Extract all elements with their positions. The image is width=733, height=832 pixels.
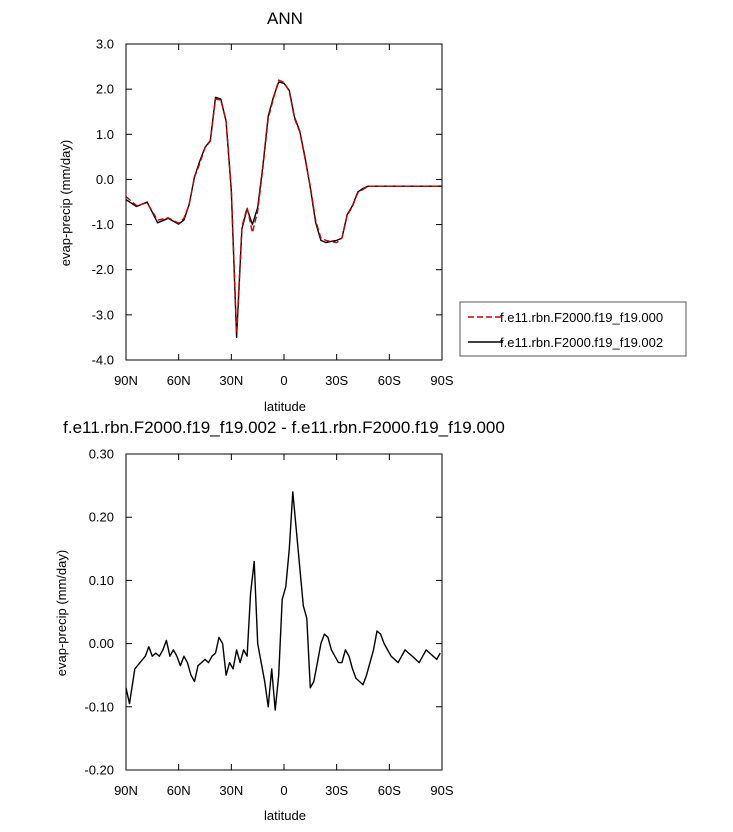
legend-label-002: f.e11.rbn.F2000.f19_f19.002 [500,335,663,350]
chart-annual-mean-title: ANN [267,9,303,28]
chart-difference-xtick-label: 60N [167,783,191,798]
chart-annual-mean-ytick-label: -3.0 [92,307,114,322]
chart-difference-xtick-label: 90S [430,783,453,798]
chart-annual-mean-xtick-label: 90N [114,373,138,388]
chart-annual-mean-xtick-label: 60N [167,373,191,388]
chart-difference-ytick-label: 0.00 [89,636,114,651]
chart-annual-mean-ytick-label: 2.0 [96,82,114,97]
chart-difference-plot-frame [125,453,443,771]
chart-annual-mean-series [125,79,442,339]
chart-annual-mean-ytick-label: 0.0 [96,172,114,187]
chart-annual-mean-ytick-label: -1.0 [92,217,114,232]
chart-difference-ylabel: evap-precip (mm/day) [54,550,69,676]
chart-difference-series-line-0 [125,491,441,711]
chart-annual-mean-xtick-label: 0 [280,373,287,388]
legend-box [459,301,687,357]
chart-annual-mean-ytick-label: -4.0 [92,353,114,368]
chart-difference-ytick-label: 0.20 [89,510,114,525]
chart-difference-title: f.e11.rbn.F2000.f19_f19.002 - f.e11.rbn.… [63,418,505,437]
chart-difference-xtick-label: 30N [219,783,243,798]
chart-difference-xtick-label: 90N [114,783,138,798]
chart-difference-xtick-label: 60S [378,783,401,798]
legend-label-000: f.e11.rbn.F2000.f19_f19.000 [500,310,663,325]
chart-difference-xtick-label: 30S [325,783,348,798]
chart-annual-mean-axes: 90N 60N 30N 0 30S 60S 90S 3.0 2.0 1.0 0.0 -1.0 -2.0 -… [92,37,454,389]
chart-difference-xtick-label: 0 [280,783,287,798]
chart-difference: f.e11.rbn.F2000.f19_f19.002 - f.e11.rbn.… [54,418,505,823]
chart-annual-mean: ANN 90N 60N 30N 0 30S 60S 90S 3.0 2.0 1.0 0.0 -1.0 -… [58,9,687,414]
chart-annual-mean-ylabel: evap-precip (mm/day) [58,140,73,266]
chart-annual-mean-ytick-label: -2.0 [92,262,114,277]
chart-difference-ytick-label: -0.20 [84,763,114,778]
chart-annual-mean-xlabel: latitude [264,399,306,414]
chart-difference-series [125,491,441,711]
chart-difference-xlabel: latitude [264,808,306,823]
legend: f.e11.rbn.F2000.f19_f19.000 f.e11.rbn.F2… [459,301,687,357]
chart-annual-mean-xtick-label: 90S [430,373,453,388]
chart-difference-ytick-label: 0.30 [89,447,114,462]
chart-difference-ytick-label: 0.10 [89,573,114,588]
chart-annual-mean-xtick-label: 60S [378,373,401,388]
chart-annual-mean-plot-frame [125,43,443,361]
chart-annual-mean-ytick-label: 1.0 [96,127,114,142]
chart-difference-ytick-label: -0.10 [84,699,114,714]
chart-annual-mean-xtick-label: 30N [219,373,243,388]
chart-annual-mean-ytick-label: 3.0 [96,37,114,52]
chart-annual-mean-xtick-label: 30S [325,373,348,388]
